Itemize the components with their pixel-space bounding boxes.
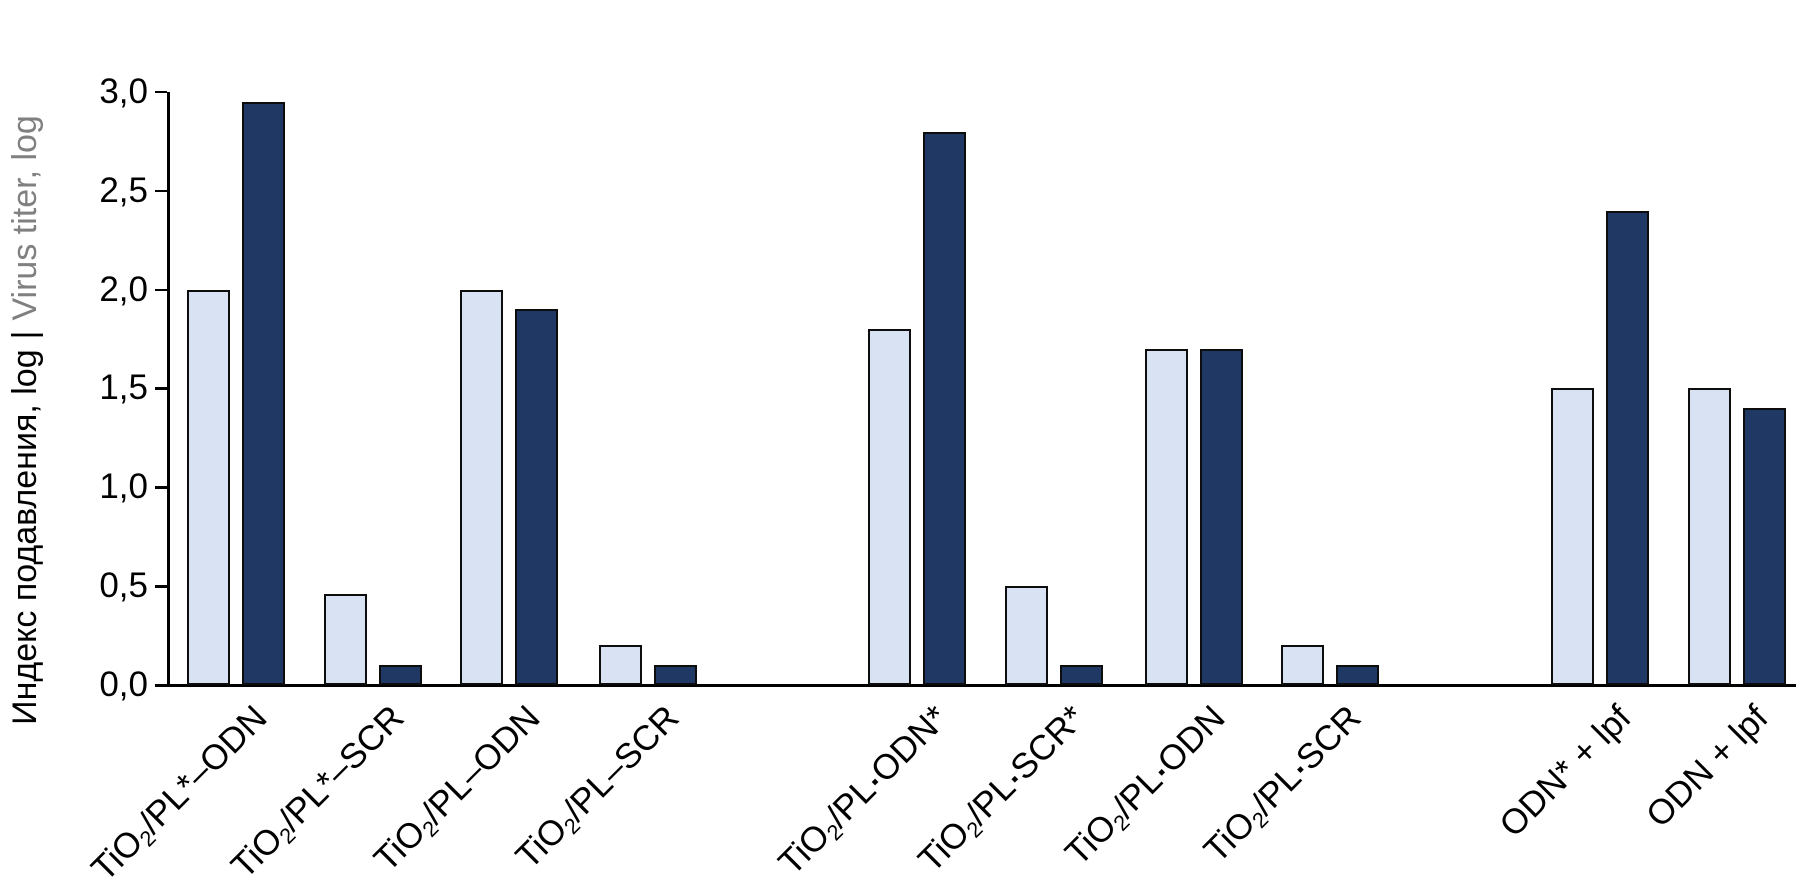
light-bar-3	[599, 645, 642, 685]
y-tick-label: 1,5	[99, 368, 148, 408]
dark-bar-1	[379, 665, 422, 685]
y-tick-label: 3,0	[99, 71, 148, 111]
light-bar-9	[1688, 388, 1731, 685]
y-tick-label: 0,5	[99, 566, 148, 606]
light-bar-0	[187, 290, 230, 685]
dark-bar-9	[1743, 408, 1786, 685]
y-tick-mark	[155, 288, 167, 292]
x-axis-label-9: ODN + lpf	[1638, 698, 1776, 835]
dark-bar-5	[1060, 665, 1103, 685]
x-axis-line	[167, 684, 1796, 687]
y-tick-label: 2,0	[99, 269, 148, 309]
y-axis-line	[167, 92, 170, 687]
y-tick-label: 1,0	[99, 467, 148, 507]
y-tick-label: 0,0	[99, 665, 148, 704]
dark-bar-2	[515, 309, 558, 685]
y-tick-mark	[155, 90, 167, 94]
y-tick-mark	[155, 189, 167, 193]
light-bar-1	[324, 594, 367, 685]
light-bar-2	[460, 290, 503, 685]
dark-bar-6	[1200, 349, 1243, 685]
dark-bar-0	[242, 102, 285, 685]
dark-bar-7	[1336, 665, 1379, 685]
y-tick-mark	[155, 486, 167, 489]
light-bar-4	[868, 329, 911, 685]
dark-bar-3	[654, 665, 697, 685]
light-bar-5	[1005, 586, 1048, 685]
y-tick-mark	[155, 585, 167, 588]
y-axis-title-separator: |	[6, 330, 44, 340]
y-tick-label: 2,5	[99, 170, 148, 210]
dark-bar-4	[923, 132, 966, 685]
x-axis-label-8: ODN* + lpf	[1492, 698, 1639, 845]
light-bar-6	[1145, 349, 1188, 685]
y-tick-mark	[155, 387, 167, 390]
dark-bar-8	[1606, 211, 1649, 685]
light-bar-7	[1281, 645, 1324, 685]
light-bar-8	[1551, 388, 1594, 685]
y-tick-mark	[155, 684, 167, 687]
